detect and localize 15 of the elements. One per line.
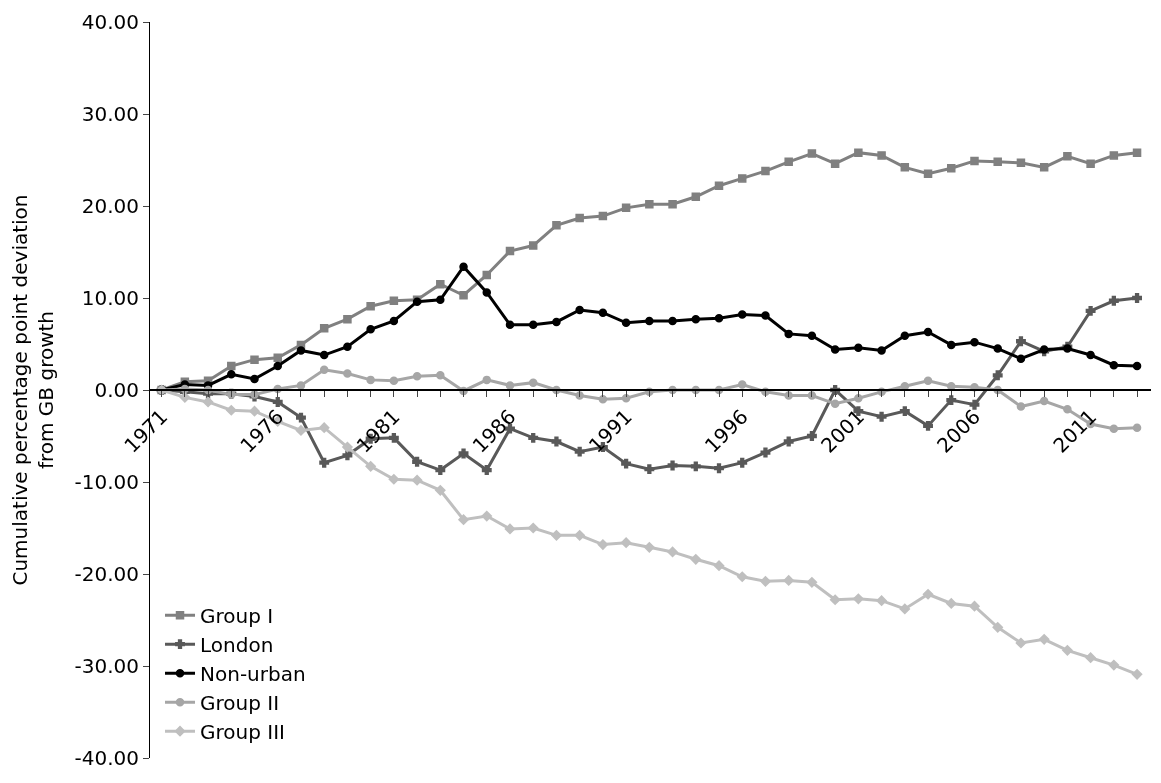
legend-label: Group I [200, 603, 274, 628]
legend-label: Non-urban [200, 661, 306, 686]
y-tick-label: 20.00 [81, 194, 139, 218]
y-tick-label: -30.00 [74, 654, 139, 678]
legend-label: Group II [200, 690, 280, 715]
y-axis-title: Cumulative percentage point deviation from GB growth [8, 194, 59, 586]
y-tick-label: -20.00 [74, 562, 139, 586]
y-tick-label: 40.00 [81, 10, 139, 34]
y-tick-label: -40.00 [74, 746, 139, 770]
legend-label: London [200, 632, 274, 657]
y-tick-label: 0.00 [94, 378, 139, 402]
y-tick-label: 30.00 [81, 102, 139, 126]
y-tick-label: 10.00 [81, 286, 139, 310]
y-tick-label: -10.00 [74, 470, 139, 494]
legend-label: Group III [200, 719, 285, 744]
